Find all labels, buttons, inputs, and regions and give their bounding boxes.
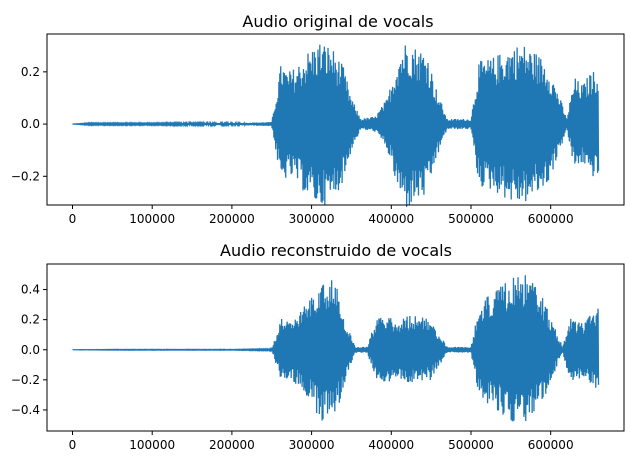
x-tick-label: 400000 xyxy=(368,438,414,452)
x-tick-label: 200000 xyxy=(209,212,255,226)
x-tick-label: 100000 xyxy=(129,212,175,226)
waveform-line xyxy=(72,275,600,422)
x-tick-label: 300000 xyxy=(289,438,335,452)
y-tick-label: 0.4 xyxy=(21,283,40,297)
y-tick-label: −0.4 xyxy=(11,403,40,417)
top-waveform-series xyxy=(72,44,600,207)
x-tick-label: 0 xyxy=(69,212,77,226)
top-x-axis: 0 100000 200000 300000 400000 500000 600000 xyxy=(69,205,574,226)
bottom-x-axis: 0 100000 200000 300000 400000 500000 600000 xyxy=(69,431,574,452)
x-tick-label: 500000 xyxy=(448,438,494,452)
x-tick-label: 200000 xyxy=(209,438,255,452)
top-axes-frame xyxy=(46,33,625,206)
y-tick-label: −0.2 xyxy=(11,373,40,387)
bottom-subplot: Audio reconstruido de vocals 0 100000 2000… xyxy=(11,241,625,452)
waveform-line xyxy=(72,44,600,207)
y-tick-label: 0.0 xyxy=(21,343,40,357)
x-tick-label: 600000 xyxy=(528,212,574,226)
y-tick-label: 0.2 xyxy=(21,313,40,327)
top-subplot: Audio original de vocals 0 100000 200000 30… xyxy=(11,12,625,226)
bottom-y-axis: −0.4 −0.2 0.0 0.2 0.4 xyxy=(11,283,47,417)
bottom-chart-title: Audio reconstruido de vocals xyxy=(220,241,452,260)
top-chart-title: Audio original de vocals xyxy=(242,12,433,31)
y-tick-label: 0.0 xyxy=(21,117,40,131)
y-tick-label: −0.2 xyxy=(11,169,40,183)
x-tick-label: 300000 xyxy=(289,212,335,226)
x-tick-label: 400000 xyxy=(368,212,414,226)
x-tick-label: 500000 xyxy=(448,212,494,226)
y-tick-label: 0.2 xyxy=(21,65,40,79)
x-tick-label: 600000 xyxy=(528,438,574,452)
top-y-axis: −0.2 0.0 0.2 xyxy=(11,65,47,183)
x-tick-label: 100000 xyxy=(129,438,175,452)
bottom-axes-frame xyxy=(46,263,625,432)
bottom-waveform-series xyxy=(72,275,600,422)
x-tick-label: 0 xyxy=(69,438,77,452)
